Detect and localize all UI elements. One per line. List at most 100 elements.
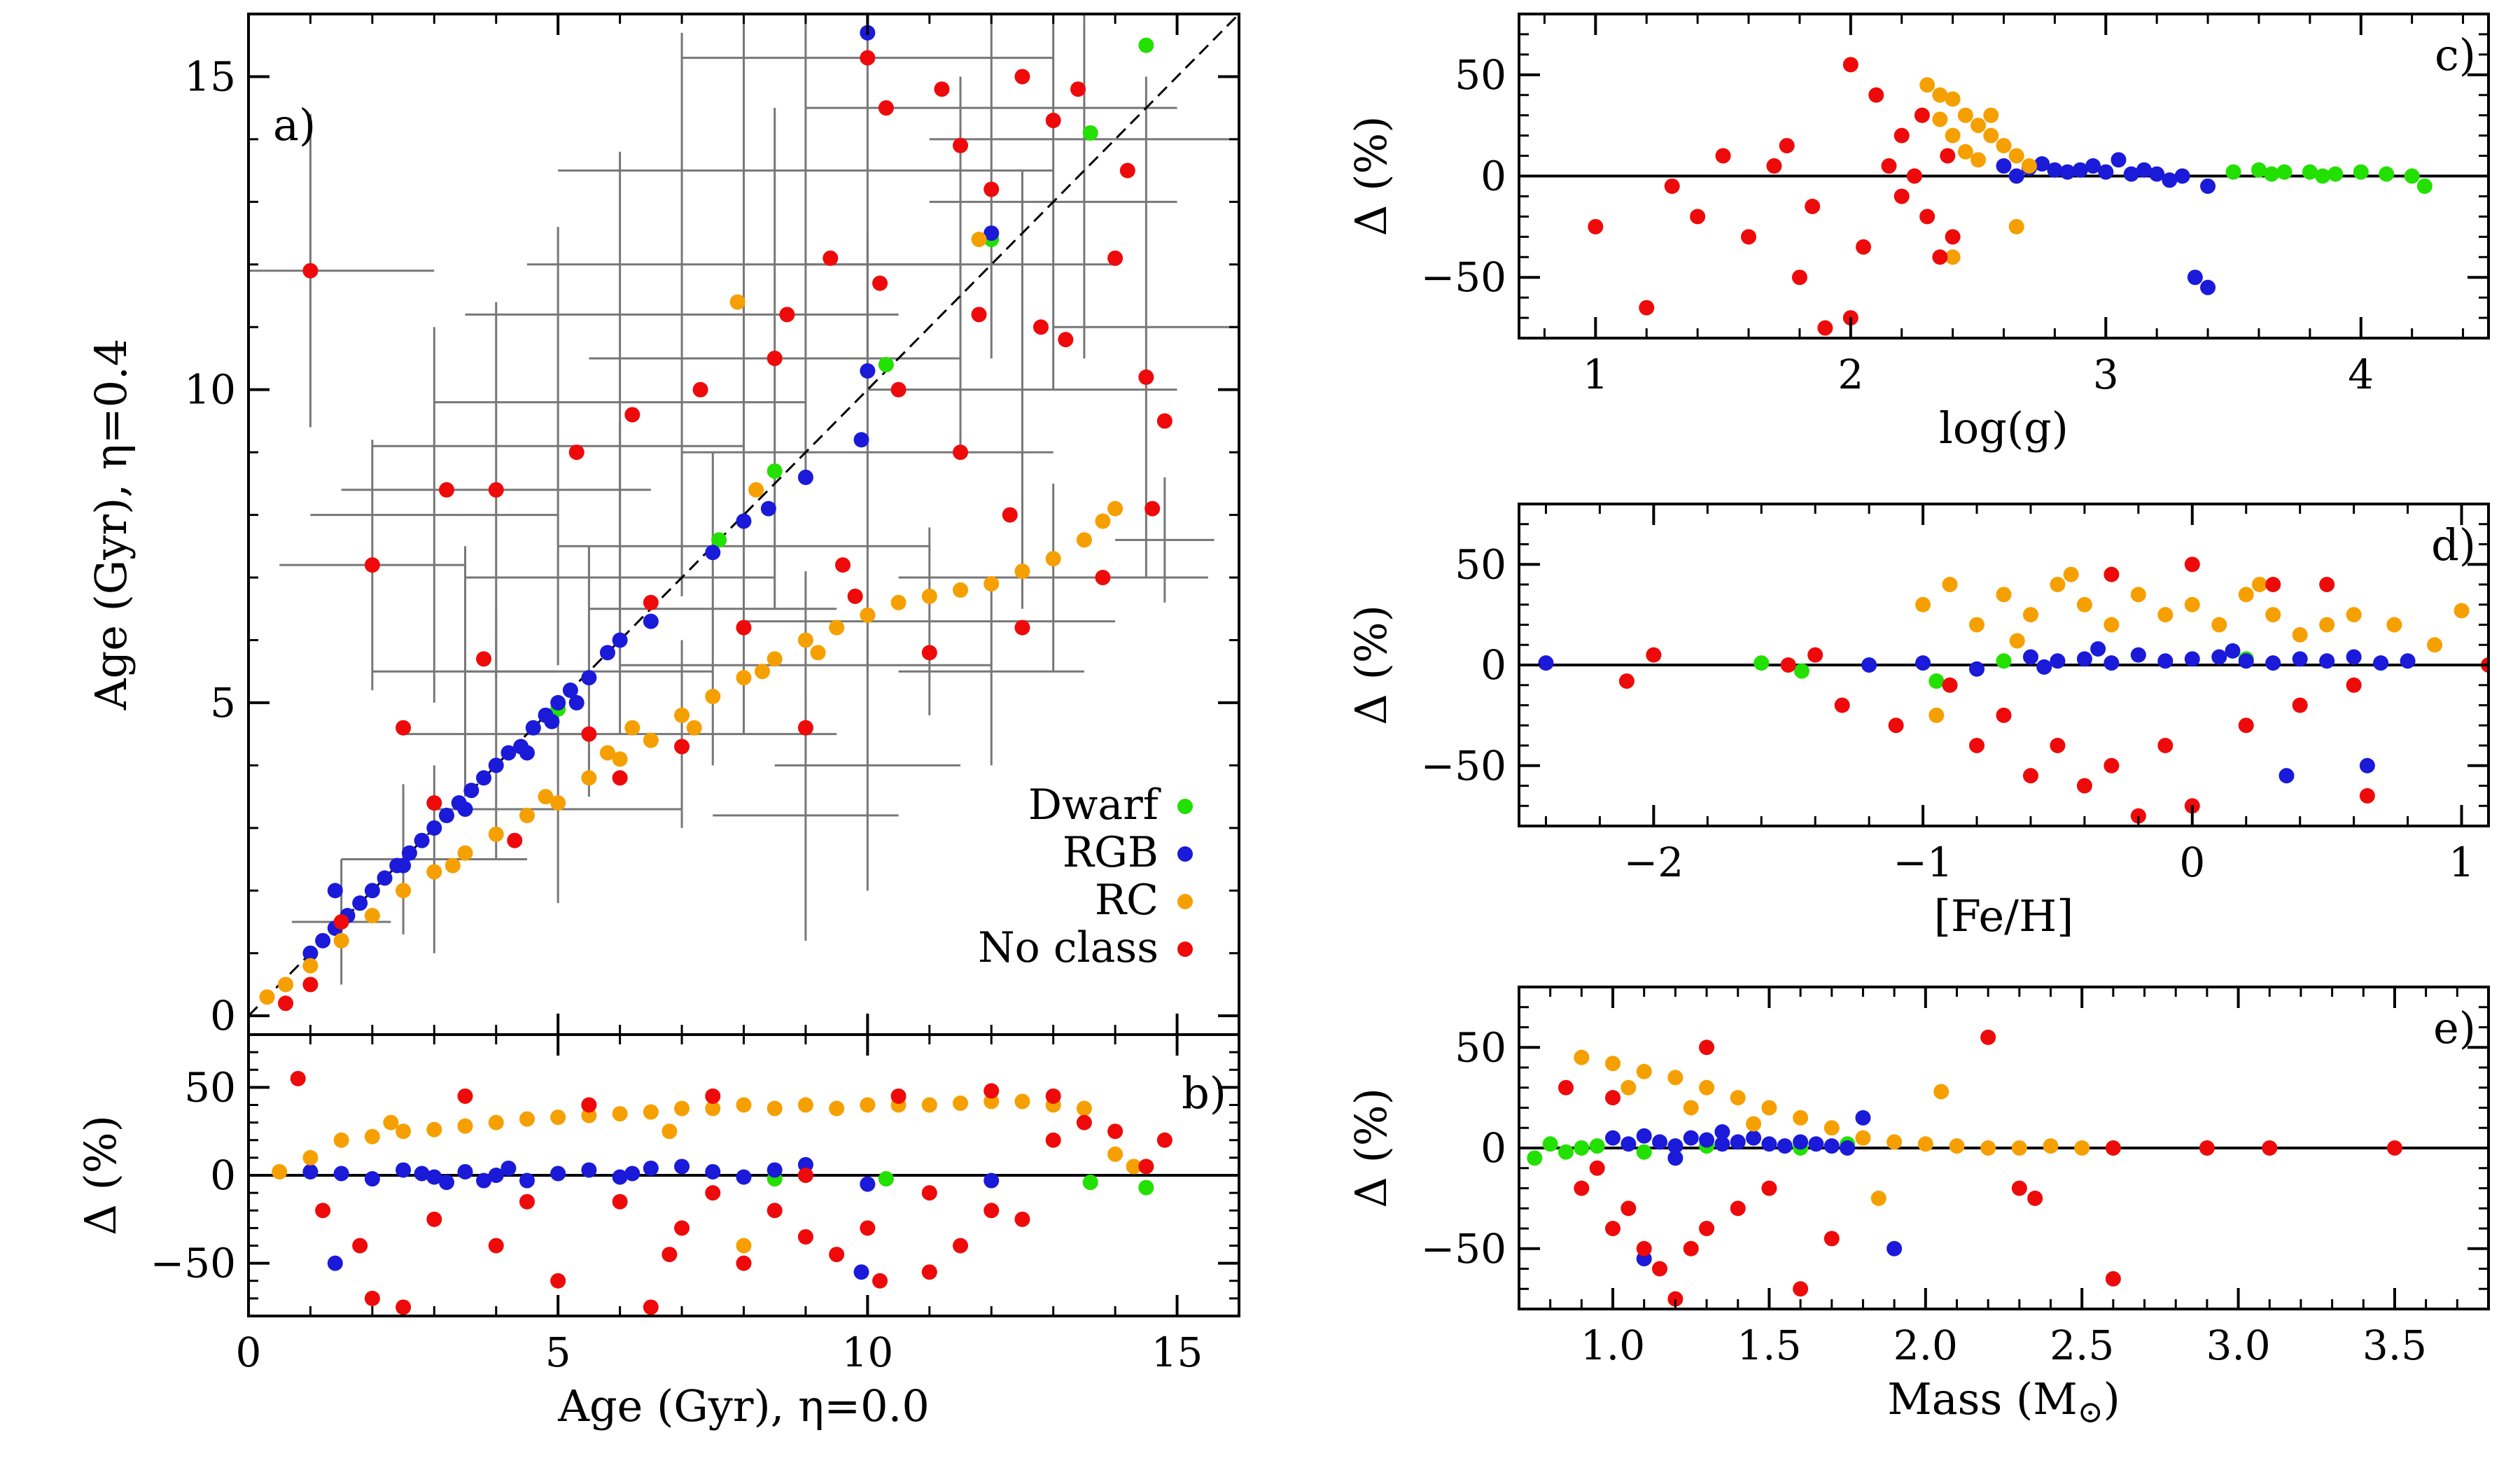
- data-point-rc: [2292, 626, 2308, 643]
- data-point-rc: [736, 1097, 752, 1113]
- data-point-noclass: [396, 720, 412, 736]
- data-point-noclass: [1888, 718, 1904, 734]
- data-point-rc: [2386, 617, 2402, 633]
- data-point-rgb: [439, 807, 454, 823]
- x-tick-label: 2.0: [1893, 1322, 1958, 1369]
- data-point-rc: [1970, 152, 1987, 168]
- series-noclass: [290, 1070, 1172, 1315]
- data-point-noclass: [2265, 577, 2281, 592]
- data-point-noclass: [2011, 1180, 2027, 1196]
- data-point-rgb: [476, 770, 492, 786]
- data-point-noclass: [1646, 647, 1662, 663]
- data-point-rgb: [500, 745, 517, 761]
- data-point-rgb: [550, 1166, 566, 1182]
- data-point-dwarf: [1138, 1180, 1154, 1196]
- data-point-rgb: [2076, 651, 2092, 667]
- data-point-noclass: [674, 1220, 690, 1236]
- data-point-rgb: [352, 895, 368, 911]
- series-noclass: [1558, 1029, 2402, 1307]
- sun-symbol: ⊙: [2078, 1394, 2104, 1430]
- data-point-rgb: [2104, 655, 2120, 671]
- data-point-rc: [1970, 118, 1987, 134]
- legend-label-dwarf: Dwarf: [1028, 780, 1161, 830]
- data-point-noclass: [1014, 1211, 1030, 1227]
- data-point-rc: [1126, 1158, 1142, 1175]
- data-point-rgb: [457, 801, 473, 817]
- data-point-noclass: [1996, 707, 2012, 723]
- data-point-rc: [1945, 91, 1961, 107]
- data-point-rgb: [1714, 1124, 1730, 1140]
- data-point-rc: [2043, 1138, 2059, 1154]
- data-point-dwarf: [2302, 164, 2318, 180]
- data-point-rgb: [1793, 1134, 1809, 1150]
- data-point-rc: [1945, 249, 1961, 265]
- data-point-rc: [2251, 577, 2267, 592]
- data-point-rc: [797, 1097, 813, 1113]
- data-point-rc: [426, 864, 442, 880]
- data-point-noclass: [643, 594, 659, 610]
- data-point-rc: [953, 1095, 969, 1111]
- data-point-rgb: [302, 945, 318, 961]
- data-point-rc: [705, 1100, 721, 1116]
- data-point-rc: [1980, 1140, 1996, 1156]
- data-point-rgb: [705, 1163, 721, 1180]
- data-point-rgb: [302, 1163, 318, 1180]
- data-point-noclass: [1589, 1160, 1605, 1176]
- data-point-rc: [272, 1163, 288, 1180]
- data-point-dwarf: [2315, 168, 2331, 184]
- data-point-noclass: [1779, 138, 1795, 154]
- data-point-rc: [766, 651, 783, 667]
- data-point-rc: [444, 858, 461, 874]
- data-point-dwarf: [1558, 1144, 1574, 1160]
- data-point-rgb: [2359, 757, 2375, 774]
- data-point-noclass: [1014, 620, 1030, 636]
- data-point-rc: [1957, 107, 1973, 123]
- series-rgb: [302, 1156, 1000, 1280]
- data-point-noclass: [2104, 757, 2120, 774]
- x-tick-label: 4: [2348, 351, 2374, 398]
- data-point-noclass: [352, 1238, 368, 1254]
- data-point-rgb: [568, 694, 584, 710]
- ticks: [1519, 503, 2488, 827]
- data-point-dwarf: [878, 1171, 894, 1187]
- data-point-rgb: [2225, 643, 2241, 659]
- data-point-noclass: [2157, 738, 2174, 753]
- data-point-noclass: [872, 1273, 888, 1289]
- data-point-rgb: [1699, 1132, 1715, 1148]
- data-point-rgb: [643, 613, 659, 629]
- data-point-rgb: [2008, 168, 2024, 184]
- data-point-noclass: [1002, 507, 1018, 523]
- data-point-rc: [2346, 607, 2362, 623]
- series-dwarf: [1527, 1136, 1856, 1166]
- x-tick-label: −2: [1624, 839, 1684, 886]
- data-point-noclass: [971, 307, 987, 323]
- data-point-noclass: [2386, 1140, 2402, 1156]
- data-point-rgb: [519, 1172, 535, 1189]
- data-point-noclass: [872, 275, 888, 291]
- data-point-rgb: [1915, 655, 1931, 671]
- data-point-noclass: [2292, 697, 2308, 713]
- data-point-rgb: [1652, 1134, 1668, 1150]
- x-tick-label: 15: [1152, 1329, 1203, 1376]
- panel-label: c): [2435, 29, 2476, 80]
- data-point-rgb: [2123, 166, 2139, 182]
- data-point-dwarf: [1928, 673, 1945, 689]
- data-point-noclass: [476, 651, 492, 667]
- data-point-noclass: [581, 726, 597, 742]
- data-point-rgb: [860, 363, 876, 379]
- data-point-noclass: [643, 1299, 659, 1315]
- data-point-rgb: [674, 1158, 690, 1175]
- data-point-rgb: [2090, 641, 2106, 657]
- data-point-dwarf: [2328, 166, 2344, 182]
- data-point-noclass: [1070, 81, 1086, 97]
- data-point-noclass: [1144, 500, 1161, 517]
- data-point-noclass: [1868, 87, 1884, 103]
- data-point-rgb: [2200, 178, 2216, 194]
- y-tick-label: −50: [150, 1240, 236, 1287]
- data-point-rgb: [488, 757, 504, 774]
- x-tick-label: 2.5: [2050, 1322, 2114, 1369]
- data-point-rc: [2104, 617, 2120, 633]
- data-point-rgb: [476, 1172, 492, 1189]
- data-point-noclass: [1699, 1040, 1715, 1056]
- data-point-rgb: [860, 1176, 876, 1192]
